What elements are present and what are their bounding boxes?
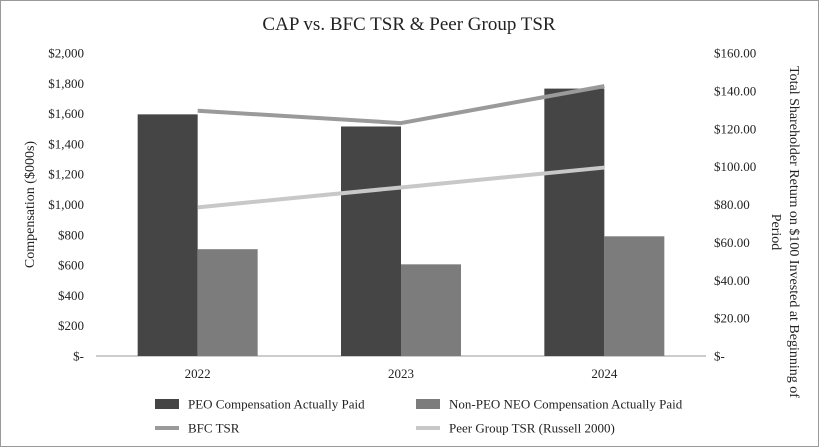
right-tick-label: $120.00 [714,121,756,136]
left-axis-title: Compensation ($000s) [23,141,38,268]
left-tick-label: $1,400 [48,136,84,151]
right-tick-label: $- [714,349,725,364]
bars [137,88,665,356]
left-tick-label: $200 [58,318,84,333]
x-tick-label: 2023 [388,366,414,381]
legend-label-2: BFC TSR [188,421,240,436]
bar-peo-2023 [341,126,401,356]
bar-peo-2024 [544,88,605,356]
right-tick-label: $80.00 [714,197,750,212]
bar-peo-2022 [137,114,198,356]
bar-non-peo-2023 [401,264,461,356]
left-tick-label: $600 [58,258,84,273]
left-tick-label: $1,000 [48,197,84,212]
left-tick-label: $- [73,349,84,364]
left-tick-label: $1,800 [48,76,84,91]
x-tick-label: 2024 [591,366,618,381]
bar-non-peo-2024 [604,236,665,356]
left-tick-label: $400 [58,288,84,303]
x-tick-label: 2022 [185,366,211,381]
bar-non-peo-2022 [197,249,258,356]
lines [197,84,605,210]
left-tick-label: $800 [58,227,84,242]
chart-title: CAP vs. BFC TSR & Peer Group TSR [262,14,555,35]
right-tick-label: $60.00 [714,235,750,250]
legend-swatch-0 [155,399,179,409]
right-axis-title-line1: Total Shareholder Return on $100 Investe… [786,66,801,398]
legend-swatch-1 [416,399,440,409]
line-peer-group-tsr [197,165,605,210]
legend-label-1: Non-PEO NEO Compensation Actually Paid [449,397,683,412]
right-tick-label: $40.00 [714,273,750,288]
axis-labels: $- $200 $400 $600 $800 $1,000 $1,200 $1,400 $1,6… [23,46,801,399]
left-tick-label: $2,000 [48,46,84,61]
left-tick-label: $1,200 [48,167,84,182]
right-tick-label: $140.00 [714,83,756,98]
left-tick-label: $1,600 [48,106,84,121]
right-tick-label: $20.00 [714,311,750,326]
right-tick-label: $100.00 [714,159,756,174]
right-tick-label: $160.00 [714,46,756,61]
legend: PEO Compensation Actually Paid Non-PEO NE… [155,397,683,436]
legend-label-3: Peer Group TSR (Russell 2000) [449,421,615,436]
right-axis-title-line2: Period [768,214,783,251]
line-bfc-tsr [197,84,605,126]
legend-label-0: PEO Compensation Actually Paid [188,397,365,412]
